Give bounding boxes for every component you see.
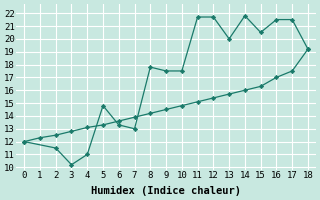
X-axis label: Humidex (Indice chaleur): Humidex (Indice chaleur) — [91, 186, 241, 196]
